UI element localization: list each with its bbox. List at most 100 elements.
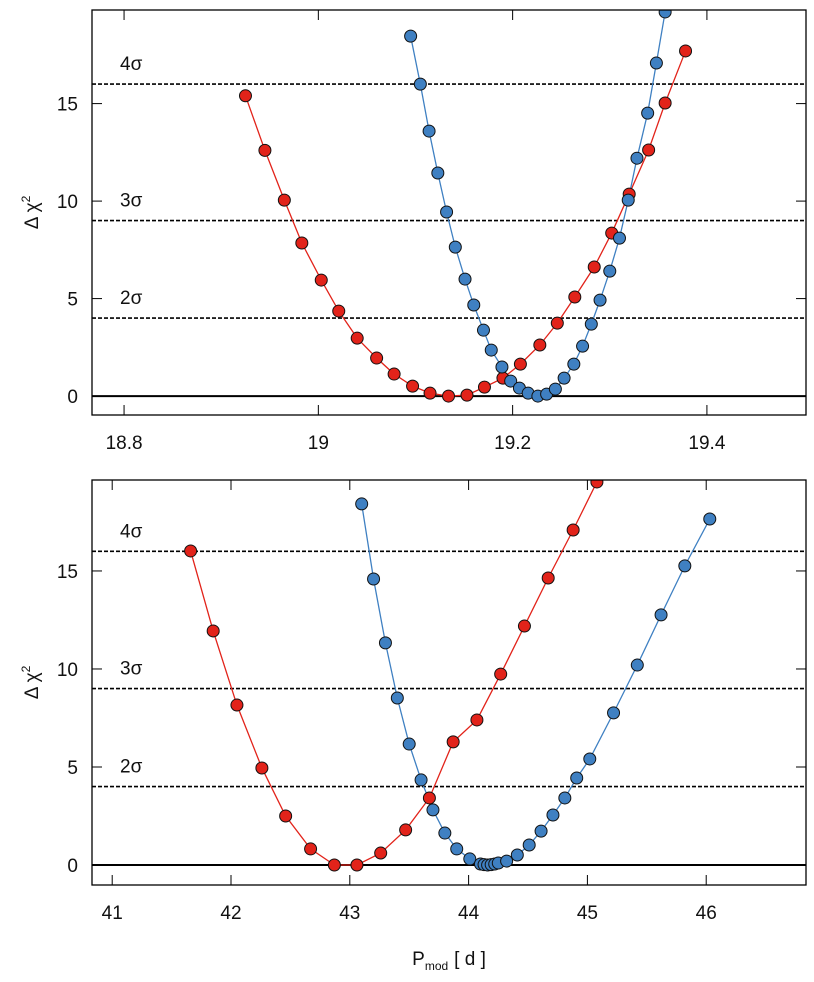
marker (399, 823, 413, 837)
y-tick-label: 5 (67, 758, 78, 779)
y-tick-label: 5 (67, 290, 78, 311)
marker (533, 338, 547, 352)
marker (378, 636, 392, 650)
marker (374, 846, 388, 860)
marker (658, 96, 672, 110)
marker (295, 236, 309, 250)
marker (467, 298, 481, 312)
y-label-sup: 2 (19, 665, 33, 672)
marker (184, 544, 198, 558)
marker (390, 691, 404, 705)
y-tick-label: 15 (57, 562, 78, 583)
marker (587, 260, 601, 274)
x-tick-label: 46 (696, 903, 717, 924)
marker (603, 264, 617, 278)
sigma-label: 3σ (120, 659, 143, 680)
marker (568, 290, 582, 304)
marker (463, 852, 477, 866)
marker (327, 858, 341, 872)
y-label-sup: 2 (19, 195, 33, 202)
marker (607, 706, 621, 720)
plot-frame (91, 479, 807, 886)
sigma-label: 4σ (120, 521, 143, 542)
marker (402, 737, 416, 751)
marker (304, 842, 318, 856)
x-tick-label: 45 (577, 903, 598, 924)
marker (630, 658, 644, 672)
marker (477, 380, 491, 394)
y-tick-label: 15 (57, 95, 78, 116)
y-label-main: Δ χ (22, 202, 43, 229)
marker (495, 360, 509, 374)
marker (426, 803, 440, 817)
marker (534, 824, 548, 838)
marker (649, 56, 663, 70)
x-axis-label: Pmod [ d ] (412, 949, 486, 973)
marker (541, 571, 555, 585)
series-line (244, 50, 687, 397)
y-axis-label: Δ χ2 (19, 665, 43, 699)
series-line (361, 503, 711, 866)
marker (612, 231, 626, 245)
marker (370, 351, 384, 365)
marker (510, 848, 524, 862)
marker (642, 143, 656, 157)
y-tick-label: 10 (57, 192, 78, 213)
y-label-main: Δ χ (22, 672, 43, 699)
x-tick-label: 19.4 (688, 433, 725, 454)
marker (422, 791, 436, 805)
marker (448, 240, 462, 254)
marker (230, 698, 244, 712)
marker (350, 858, 364, 872)
marker (679, 44, 693, 58)
marker (641, 106, 655, 120)
marker (414, 773, 428, 787)
marker (206, 624, 220, 638)
marker (422, 124, 436, 138)
marker (584, 317, 598, 331)
x-tick-label: 42 (220, 903, 241, 924)
sigma-label: 2σ (120, 757, 143, 778)
sigma-label: 4σ (120, 54, 143, 75)
marker (406, 379, 420, 393)
marker (332, 304, 346, 318)
marker (367, 572, 381, 586)
series-line (189, 481, 598, 866)
x-tick-label: 41 (102, 903, 123, 924)
marker (476, 323, 490, 337)
marker (470, 713, 484, 727)
marker (517, 619, 531, 633)
marker (630, 151, 644, 165)
sigma-label: 2σ (120, 288, 143, 309)
marker (548, 382, 562, 396)
marker (621, 193, 635, 207)
x-label-rest: [ d ] (454, 949, 486, 970)
marker (442, 389, 456, 403)
marker (440, 205, 454, 219)
marker (500, 854, 514, 868)
sigma-label: 3σ (120, 191, 143, 212)
marker (494, 667, 508, 681)
marker (413, 77, 427, 91)
marker (703, 512, 717, 526)
marker (277, 193, 291, 207)
marker (576, 339, 590, 353)
marker (387, 367, 401, 381)
x-tick-label: 19 (308, 433, 329, 454)
marker (258, 143, 272, 157)
marker (557, 371, 571, 385)
x-tick-label: 43 (339, 903, 360, 924)
marker (593, 293, 607, 307)
marker (558, 791, 572, 805)
marker (355, 497, 369, 511)
y-tick-label: 0 (67, 856, 78, 877)
x-tick-label: 44 (458, 903, 480, 924)
marker (678, 559, 692, 573)
y-tick-label: 10 (57, 660, 78, 681)
marker (654, 608, 668, 622)
marker (458, 272, 472, 286)
marker (546, 808, 560, 822)
marker (446, 735, 460, 749)
marker (484, 343, 498, 357)
